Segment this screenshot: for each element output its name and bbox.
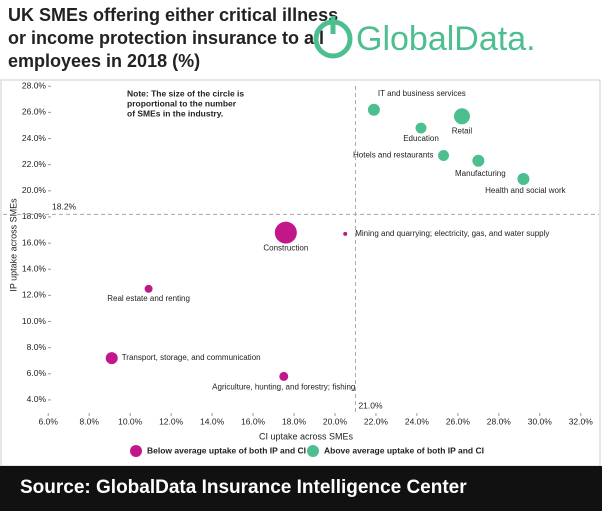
legend-label: Below average uptake of both IP and CI <box>147 445 306 455</box>
point-label: Retail <box>452 126 473 135</box>
x-tick-label: 32.0% <box>569 416 594 426</box>
bubble <box>453 108 470 125</box>
y-axis-label: IP uptake across SMEs <box>8 198 18 292</box>
bubble <box>415 122 427 134</box>
bubble <box>105 352 118 365</box>
x-tick-label: 24.0% <box>405 416 430 426</box>
logo: GlobalData. <box>313 16 536 59</box>
bubble <box>517 173 530 186</box>
point-label: Manufacturing <box>455 169 506 178</box>
y-tick-label: 28.0% <box>22 80 47 90</box>
y-tick-label: 24.0% <box>22 133 47 143</box>
y-tick-label: 20.0% <box>22 185 47 195</box>
reference-label: 21.0% <box>358 400 383 410</box>
y-tick-label: 26.0% <box>22 107 47 117</box>
x-tick-label: 20.0% <box>323 416 348 426</box>
x-tick-label: 8.0% <box>80 416 100 426</box>
point-label: Construction <box>263 244 308 253</box>
bubble <box>144 284 153 293</box>
point-label: IT and business services <box>378 89 466 98</box>
point-label: Transport, storage, and communication <box>122 353 261 362</box>
source-banner <box>0 466 602 511</box>
y-tick-label: 16.0% <box>22 237 47 247</box>
bubble <box>279 371 289 381</box>
x-tick-label: 10.0% <box>118 416 143 426</box>
bubble <box>367 103 380 116</box>
legend-marker <box>130 445 142 457</box>
note: Note: The size of the circle is <box>127 88 244 98</box>
y-tick-label: 14.0% <box>22 263 47 273</box>
y-tick-label: 8.0% <box>27 342 47 352</box>
bubble <box>343 231 348 236</box>
x-tick-label: 12.0% <box>159 416 184 426</box>
y-tick-label: 4.0% <box>27 394 47 404</box>
x-tick-label: 28.0% <box>487 416 512 426</box>
bubble <box>274 221 297 244</box>
y-tick-label: 12.0% <box>22 290 47 300</box>
y-tick-label: 22.0% <box>22 159 47 169</box>
x-tick-label: 22.0% <box>364 416 389 426</box>
x-tick-label: 16.0% <box>241 416 266 426</box>
point-label: Hotels and restaurants <box>353 151 434 160</box>
source: Source: GlobalData Insurance Intelligenc… <box>20 477 467 498</box>
chart-title: employees in 2018 (%) <box>8 51 200 71</box>
x-tick-label: 14.0% <box>200 416 225 426</box>
y-tick-label: 18.0% <box>22 211 47 221</box>
x-tick-label: 18.0% <box>282 416 307 426</box>
x-axis-label: CI uptake across SMEs <box>259 431 354 441</box>
note: proportional to the number <box>127 98 237 108</box>
legend-marker <box>307 445 319 457</box>
chart-title: or income protection insurance to all <box>8 28 324 48</box>
legend-label: Above average uptake of both IP and CI <box>324 445 484 455</box>
x-tick-label: 30.0% <box>528 416 553 426</box>
point-label: Education <box>403 134 439 143</box>
point-label: Real estate and renting <box>107 294 190 303</box>
logo-text: GlobalData. <box>356 20 536 58</box>
y-tick-label: 6.0% <box>27 368 47 378</box>
note: of SMEs in the industry. <box>127 108 223 118</box>
x-tick-label: 6.0% <box>39 416 59 426</box>
reference-label: 18.2% <box>52 202 77 212</box>
point-label: Agriculture, hunting, and forestry; fish… <box>212 383 355 392</box>
point-label: Health and social work <box>485 186 566 195</box>
point-label: Mining and quarrying; electricity, gas, … <box>355 229 549 238</box>
y-tick-label: 10.0% <box>22 316 47 326</box>
bubble <box>472 154 485 167</box>
bubble <box>438 150 450 161</box>
x-tick-label: 26.0% <box>446 416 471 426</box>
chart-title: UK SMEs offering either critical illness <box>8 5 338 25</box>
